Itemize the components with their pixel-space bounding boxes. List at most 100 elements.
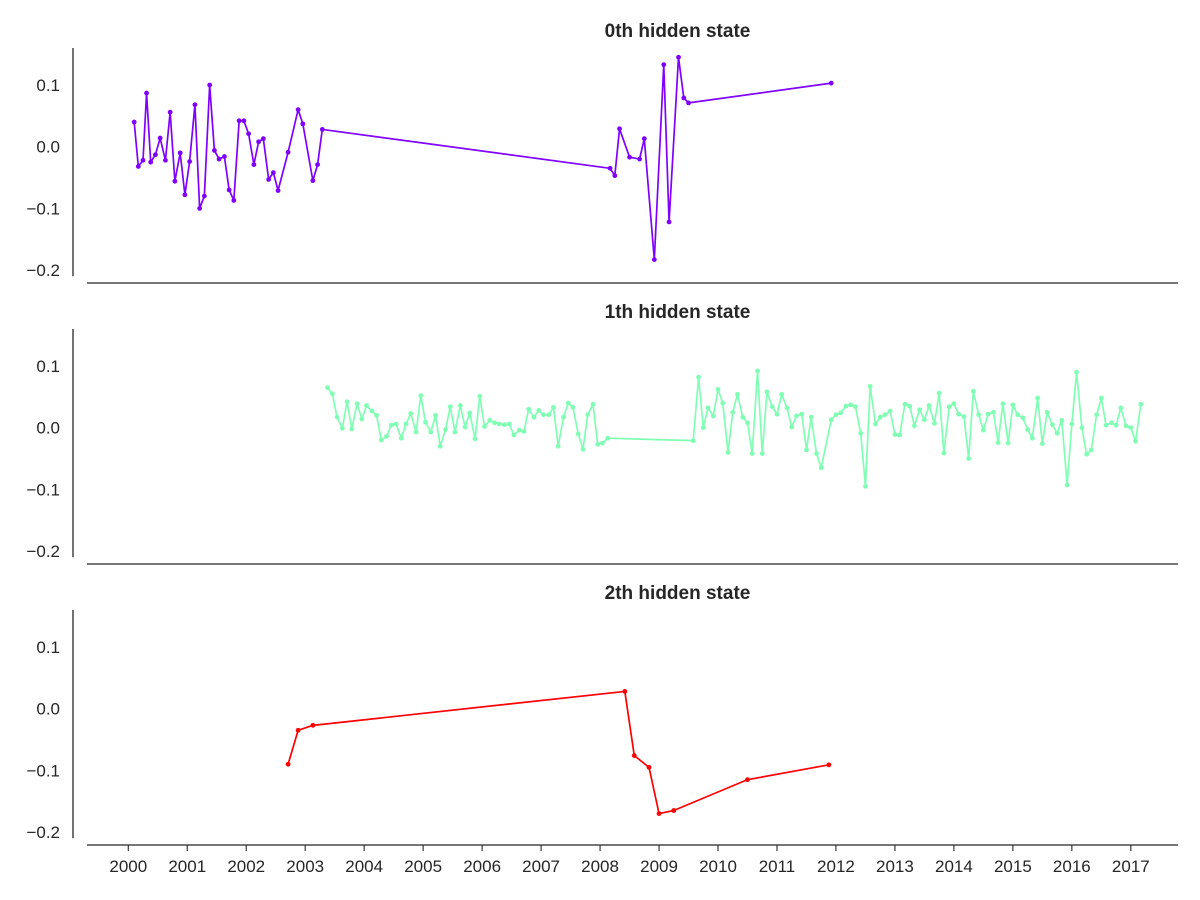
data-point: [843, 403, 849, 409]
x-tick-label: 2005: [404, 857, 442, 876]
data-point: [339, 425, 345, 431]
data-point: [759, 451, 765, 457]
data-point: [167, 109, 173, 115]
data-point: [666, 219, 672, 225]
data-point: [536, 408, 542, 413]
data-point: [565, 400, 571, 406]
data-point: [502, 422, 507, 428]
data-point: [418, 393, 424, 399]
shared-x-axis: 2000 2001 2002 2003 2004 2005 2006 2007 2008 2009…: [109, 845, 1150, 876]
data-point: [1138, 401, 1144, 407]
data-point: [241, 118, 247, 124]
data-point: [492, 420, 497, 426]
data-point: [477, 393, 483, 399]
data-point: [511, 432, 517, 438]
data-point: [941, 450, 947, 456]
data-point: [428, 429, 434, 435]
data-point: [808, 414, 814, 420]
x-tick-label: 2013: [876, 857, 914, 876]
data-point: [1025, 427, 1031, 432]
y-tick-label: 0.0: [36, 419, 60, 438]
data-point: [774, 411, 780, 417]
data-point: [1128, 425, 1134, 431]
data-point: [354, 401, 360, 407]
data-point: [882, 412, 888, 418]
data-point: [144, 90, 149, 96]
data-point: [334, 414, 340, 420]
data-point: [607, 165, 613, 171]
data-point: [447, 404, 453, 410]
data-point: [651, 257, 657, 263]
data-point: [148, 159, 154, 165]
data-point: [745, 420, 750, 426]
data-point: [344, 399, 350, 405]
data-point: [472, 436, 478, 442]
data-point: [892, 432, 898, 437]
data-point: [715, 387, 721, 392]
data-point: [755, 368, 760, 374]
data-point: [740, 414, 746, 420]
data-point: [1064, 482, 1070, 488]
data-point: [182, 192, 188, 198]
data-point: [887, 408, 893, 414]
data-point: [605, 435, 611, 441]
x-tick-label: 2016: [1053, 857, 1091, 876]
data-point: [452, 429, 458, 435]
data-point: [646, 764, 652, 770]
data-point: [388, 422, 394, 428]
y-tick-label: −0.2: [26, 261, 60, 280]
data-point: [285, 149, 291, 155]
x-tick-label: 2004: [345, 857, 383, 876]
data-point: [231, 197, 237, 203]
data-point: [423, 419, 428, 425]
data-point: [696, 374, 701, 380]
data-point: [873, 421, 878, 427]
data-point: [192, 102, 198, 108]
data-point: [1059, 417, 1065, 423]
x-tick-label: 2007: [522, 857, 560, 876]
data-point: [408, 411, 414, 416]
data-point: [764, 389, 770, 395]
data-point: [349, 426, 355, 432]
x-tick-label: 2011: [759, 857, 796, 876]
data-point: [917, 407, 923, 413]
data-point: [177, 150, 183, 156]
data-point: [369, 408, 375, 414]
data-point: [575, 431, 581, 437]
data-point: [541, 412, 546, 418]
data-point: [720, 400, 726, 406]
data-point: [222, 154, 227, 159]
data-point: [1000, 401, 1006, 407]
data-point: [799, 411, 805, 417]
y-tick-label: 0.0: [36, 700, 60, 719]
data-point: [725, 449, 731, 455]
data-point: [951, 401, 957, 407]
data-point: [135, 164, 141, 169]
data-point: [1079, 425, 1085, 431]
data-point: [961, 414, 967, 419]
data-point: [384, 433, 389, 439]
data-point: [403, 421, 409, 427]
y-tick-label: 0.0: [36, 138, 60, 157]
data-point: [877, 414, 883, 420]
data-point: [828, 80, 834, 86]
data-point: [681, 95, 687, 101]
data-point: [443, 427, 448, 432]
data-point: [266, 177, 272, 182]
x-tick-label: 2002: [227, 857, 265, 876]
data-point: [946, 404, 952, 410]
data-point: [487, 417, 493, 423]
data-point: [838, 410, 844, 416]
data-point: [153, 152, 158, 158]
data-point: [1020, 415, 1026, 421]
data-point: [462, 424, 468, 430]
panel-0th-hidden-state: 0th hidden state 0.1 0.0 −0.1 −0.2: [26, 21, 1178, 284]
data-point: [329, 391, 335, 397]
data-point: [1010, 402, 1016, 408]
data-point: [393, 421, 399, 427]
data-point: [467, 410, 473, 416]
data-point: [867, 383, 873, 389]
data-point: [251, 162, 257, 167]
data-point: [325, 385, 331, 390]
